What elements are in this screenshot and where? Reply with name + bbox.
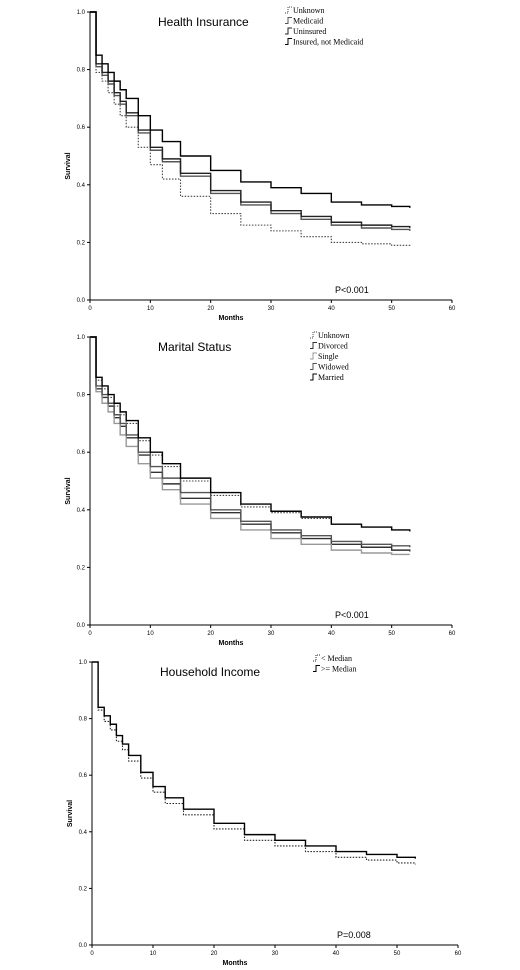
x-tick-label: 30 [268,631,275,637]
x-axis-title: Months [219,315,244,322]
series-line-5 [90,336,411,532]
x-tick-label: 10 [147,631,154,637]
chart-title: Marital Status [158,340,231,354]
x-tick-label: 40 [328,306,335,312]
y-tick-label: 1.0 [77,10,86,16]
p-value-annotation: P<0.001 [335,610,369,620]
x-tick-label: 50 [388,631,395,637]
x-tick-label: 20 [211,951,218,957]
legend-entry: Uninsured [293,27,326,36]
y-tick-label: 0.6 [79,773,88,779]
series-line-1 [90,11,411,247]
legend-entry: Unknown [318,331,350,340]
x-tick-label: 30 [268,306,275,312]
x-tick-label: 10 [150,951,157,957]
series-line-4 [90,11,411,208]
legend-entry: Unknown [293,6,325,15]
y-tick-label: 0.4 [79,830,88,836]
x-tick-label: 10 [147,306,154,312]
x-tick-label: 0 [90,951,94,957]
legend-symbol [313,665,320,672]
y-axis-title: Survival [65,477,72,504]
p-value-annotation: P<0.001 [335,285,369,295]
legend-entry: Widowed [318,363,349,372]
legend-entry: Married [318,373,344,382]
legend-symbol [310,342,317,349]
legend-symbol [285,38,292,45]
x-tick-label: 60 [449,306,456,312]
legend-entry: Single [318,352,339,361]
y-tick-label: 0.6 [77,450,86,456]
x-tick-label: 50 [394,951,401,957]
series-line-3 [90,336,410,556]
y-tick-label: 1.0 [77,335,86,341]
x-tick-label: 40 [328,631,335,637]
x-tick-label: 20 [207,306,214,312]
series-line-2 [92,661,416,859]
y-tick-label: 0.0 [77,623,86,629]
legend-symbol [285,6,292,14]
legend-entry: >= Median [321,665,356,674]
legend-entry: Medicaid [293,17,323,26]
chart-panel-1: 0.0 0.2 0.4 0.6 0.8 1.0 0 10 20 30 40 50 60 Months Sur… [65,6,456,322]
y-tick-label: 0.2 [77,240,86,246]
chart-title: Health Insurance [158,15,249,29]
chart-title: Household Income [160,665,260,679]
y-tick-label: 0.0 [77,298,86,304]
y-tick-label: 1.0 [79,660,88,666]
y-axis-title: Survival [65,152,72,179]
legend-symbol [285,27,292,35]
legend-symbol [313,654,320,662]
x-tick-label: 30 [272,951,279,957]
legend-symbol [285,17,292,24]
y-axis-title: Survival [67,800,74,827]
legend-entry: < Median [321,654,352,663]
y-tick-label: 0.4 [77,508,86,514]
y-tick-label: 0.2 [77,565,86,571]
y-tick-label: 0.8 [79,717,88,723]
chart-panel-2: 0.0 0.2 0.4 0.6 0.8 1.0 0 10 20 30 40 50 60 Months Sur… [65,331,456,647]
legend: < Median >= Median [313,654,356,674]
x-axis-title: Months [223,960,248,967]
legend-symbol [310,331,317,339]
y-tick-label: 0.8 [77,393,86,399]
series-line-1 [92,661,416,865]
legend-entry: Divorced [318,342,348,351]
y-tick-label: 0.2 [79,886,88,892]
x-axis-title: Months [219,640,244,647]
x-tick-label: 0 [88,306,92,312]
y-tick-label: 0.6 [77,125,86,131]
x-tick-label: 60 [449,631,456,637]
x-tick-label: 60 [455,951,462,957]
x-tick-label: 0 [88,631,92,637]
series-line-3 [90,11,411,228]
legend-symbol [310,352,317,360]
y-tick-label: 0.0 [79,943,88,949]
chart-panel-3: 0.0 0.2 0.4 0.6 0.8 1.0 0 10 20 30 40 50 60 Months Sur… [67,654,462,967]
legend-symbol [310,363,317,370]
legend-symbol [310,373,317,381]
series-line-4 [90,336,411,548]
x-tick-label: 50 [388,306,395,312]
series-line-2 [90,11,411,231]
y-tick-label: 0.8 [77,68,86,74]
x-tick-label: 40 [333,951,340,957]
x-tick-label: 20 [207,631,214,637]
y-tick-label: 0.4 [77,183,86,189]
p-value-annotation: P=0.008 [337,930,371,940]
legend-entry: Insured, not Medicaid [293,38,363,47]
